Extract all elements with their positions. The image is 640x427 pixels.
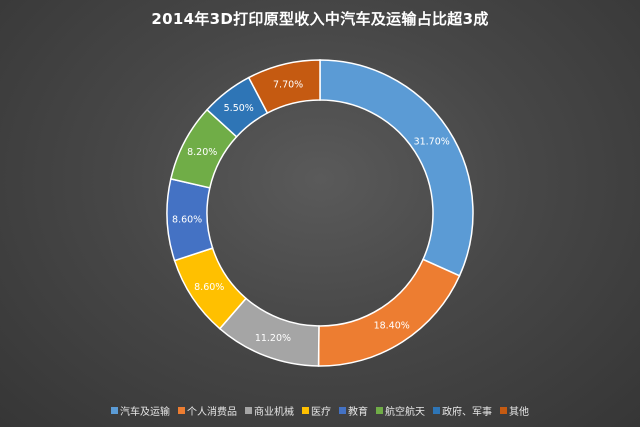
legend-item-1: 汽车及运输 [111,403,170,418]
legend-item-4: 医疗 [302,403,331,418]
legend-swatch [178,407,185,414]
legend-item-6: 航空航天 [376,403,425,418]
legend-label: 个人消费品 [187,407,237,418]
legend-swatch [500,407,507,414]
legend-item-3: 商业机械 [245,403,294,418]
data-label-5: 8.60% [172,215,202,226]
data-label-2: 18.40% [374,321,410,332]
legend-swatch [339,407,346,414]
legend-label: 政府、军事 [442,407,492,418]
chart-legend: 汽车及运输 个人消费品 商业机械 医疗 教育 航空航天 政府、军事 其他 [0,403,640,418]
slice-1 [319,59,474,277]
legend-swatch [302,407,309,414]
legend-label: 教育 [348,407,368,418]
data-label-6: 8.20% [187,147,217,158]
legend-swatch [245,407,252,414]
data-label-3: 11.20% [255,333,291,344]
legend-item-7: 政府、军事 [433,403,492,418]
legend-swatch [433,407,440,414]
legend-label: 商业机械 [254,407,294,418]
legend-item-8: 其他 [500,403,529,418]
data-label-1: 31.70% [414,136,450,147]
data-label-4: 8.60% [194,282,224,293]
legend-item-2: 个人消费品 [178,403,237,418]
legend-label: 汽车及运输 [120,407,170,418]
slice-2 [317,258,461,367]
slice-8 [247,59,321,115]
chart-title: 2014年3D打印原型收入中汽车及运输占比超3成 [151,10,489,28]
legend-label: 航空航天 [385,407,425,418]
legend-swatch [376,407,383,414]
legend-label: 其他 [509,407,529,418]
legend-label: 医疗 [311,407,331,418]
legend-swatch [111,407,118,414]
data-label-7: 5.50% [224,103,254,114]
data-label-8: 7.70% [273,79,303,90]
legend-item-5: 教育 [339,403,368,418]
